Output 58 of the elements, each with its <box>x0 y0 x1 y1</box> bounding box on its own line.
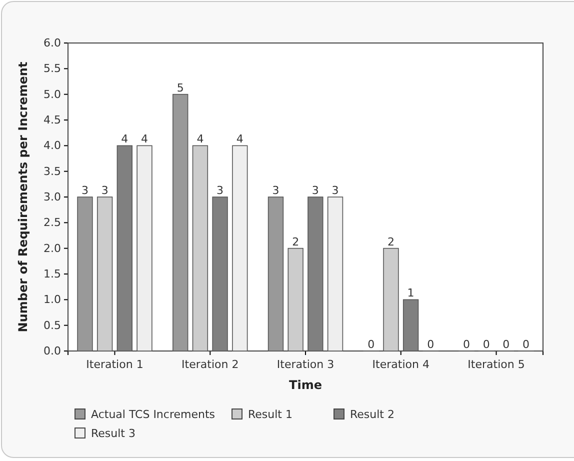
data-label: 4 <box>140 132 148 146</box>
bar <box>212 196 228 352</box>
y-tick-label: 0.5 <box>44 318 61 332</box>
y-tick-label: 2.0 <box>44 242 61 255</box>
data-label: 3 <box>216 184 224 197</box>
bar <box>77 196 93 352</box>
data-label: 4 <box>236 132 244 146</box>
data-label: 4 <box>121 132 128 146</box>
data-label: 3 <box>312 184 319 197</box>
bar <box>268 196 284 352</box>
data-label: 3 <box>272 184 280 197</box>
bar <box>383 248 399 352</box>
bar <box>327 196 344 352</box>
y-tick-label: 5.5 <box>44 62 61 76</box>
legend-label: Result 1 <box>248 408 292 421</box>
data-label: 3 <box>101 184 108 197</box>
y-tick-label: 4.5 <box>44 114 61 127</box>
data-label: 3 <box>81 184 88 197</box>
bar <box>232 145 248 352</box>
x-tick-label: Iteration 1 <box>86 358 144 371</box>
legend-label: Actual TCS Increments <box>91 408 216 421</box>
data-label: 2 <box>292 235 300 248</box>
legend-label: Result 3 <box>91 427 136 440</box>
y-tick-label: 1.0 <box>44 293 61 306</box>
y-tick-label: 1.5 <box>44 268 61 281</box>
data-label: 2 <box>387 235 394 248</box>
bar <box>402 299 419 352</box>
data-label: 0 <box>482 338 490 351</box>
bar <box>136 145 152 352</box>
x-tick-label: Iteration 3 <box>276 358 334 371</box>
y-tick-label: 4.0 <box>44 139 61 152</box>
bar <box>308 196 324 352</box>
bar <box>116 145 132 352</box>
y-tick-label: 5.0 <box>44 88 61 101</box>
data-label: 5 <box>176 81 184 94</box>
data-label: 0 <box>368 338 375 351</box>
bar <box>172 94 188 352</box>
legend-label: Result 2 <box>350 408 394 421</box>
y-tick-label: 6.0 <box>44 36 61 50</box>
y-axis-title: Number of Requirements per Increment <box>16 62 30 332</box>
x-tick-label: Iteration 2 <box>182 358 239 371</box>
x-tick-label: Iteration 4 <box>372 358 430 371</box>
data-label: 4 <box>196 132 204 146</box>
x-tick-label: Iteration 5 <box>468 358 525 371</box>
y-tick-label: 3.0 <box>44 190 61 204</box>
y-tick-label: 0.0 <box>44 344 61 358</box>
data-label: 0 <box>502 338 510 351</box>
data-label: 0 <box>522 338 530 351</box>
bar <box>96 196 113 352</box>
x-axis-title: Time <box>289 378 322 392</box>
data-label: 0 <box>427 338 434 351</box>
y-tick-label: 3.5 <box>44 164 61 178</box>
data-label: 1 <box>407 286 414 300</box>
bar <box>192 145 208 352</box>
y-tick-label: 2.5 <box>44 216 61 230</box>
data-label: 0 <box>463 338 470 351</box>
data-label: 3 <box>332 184 339 197</box>
bar <box>288 248 304 352</box>
